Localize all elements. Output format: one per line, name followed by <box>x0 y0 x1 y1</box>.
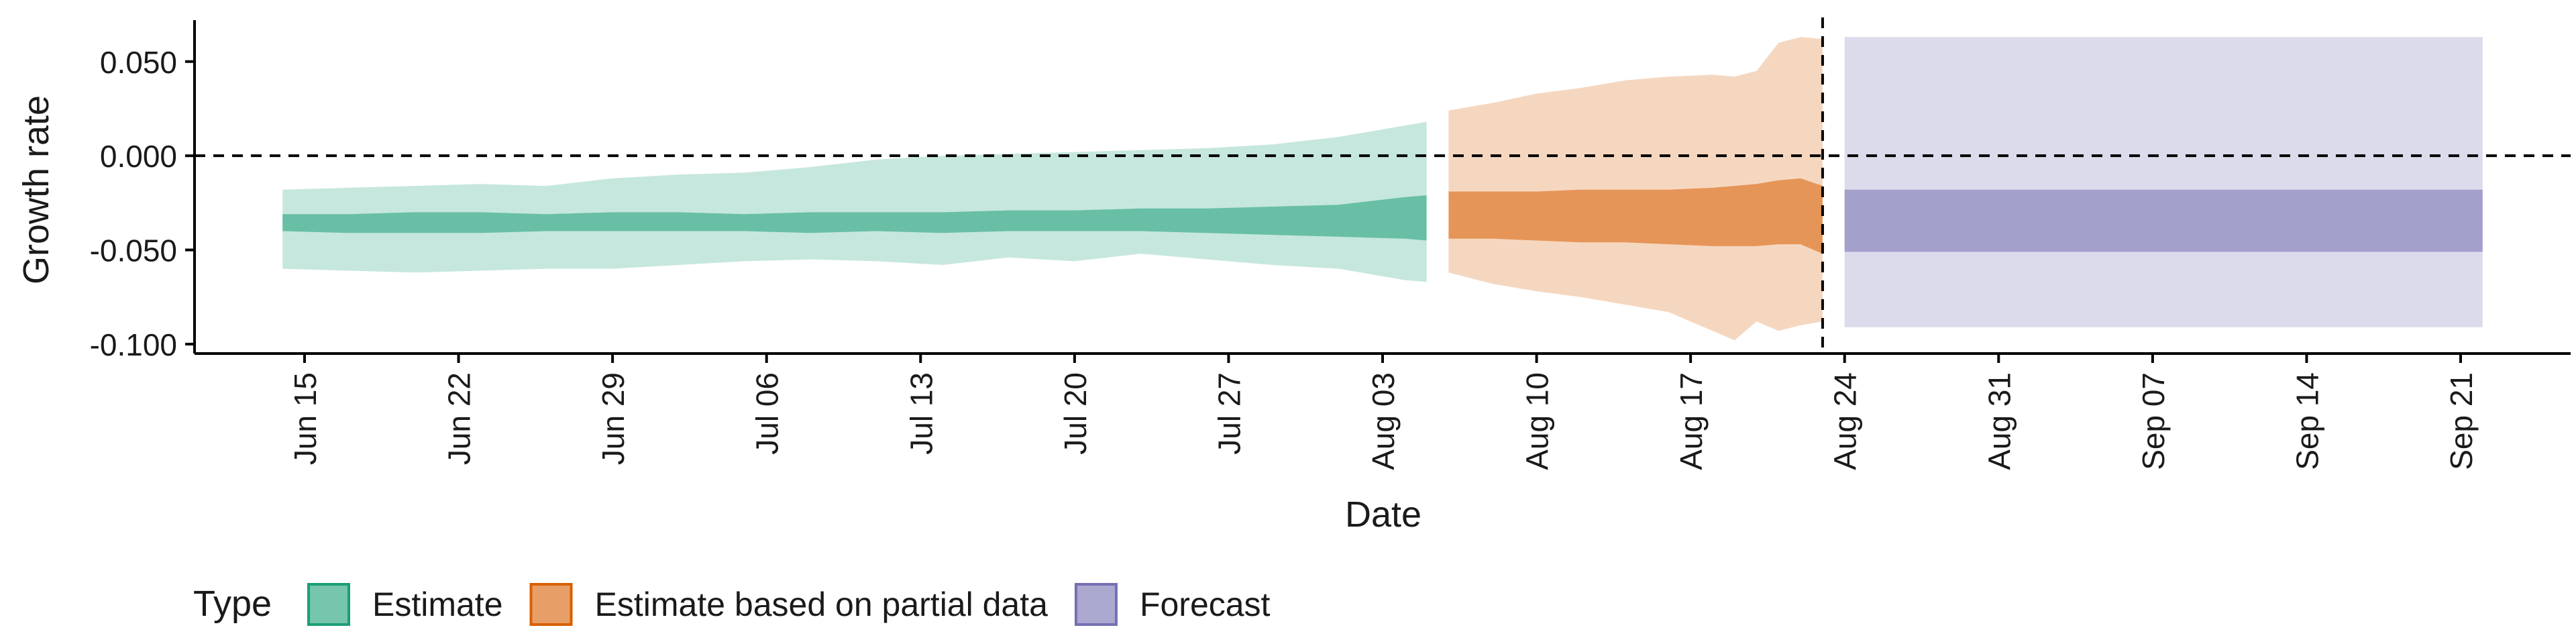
legend: Type Estimate Estimate based on partial d… <box>193 583 1271 626</box>
legend-swatch <box>1074 583 1118 626</box>
legend-item-estimate: Estimate <box>307 583 503 626</box>
estimate-based-on-partial-data-ribbon-90 <box>1448 37 1823 341</box>
legend-swatch <box>307 583 350 626</box>
x-tick-label: Sep 14 <box>2290 372 2324 470</box>
x-tick-label: Jun 29 <box>596 372 631 465</box>
x-tick-label: Jul 27 <box>1212 372 1246 455</box>
x-tick-label: Sep 21 <box>2444 372 2479 470</box>
y-tick-label: -0.050 <box>90 233 177 268</box>
x-tick-label: Aug 03 <box>1366 372 1401 470</box>
y-tick-label: 0.000 <box>100 139 177 174</box>
estimate-ribbon-90 <box>282 121 1427 282</box>
reference-lines <box>195 17 2571 354</box>
x-tick-label: Jul 20 <box>1058 372 1093 455</box>
estimate-based-on-partial-data-ribbon-50 <box>1448 178 1823 254</box>
forecast-ribbon-90 <box>1844 37 2483 327</box>
x-tick-label: Jun 22 <box>442 372 477 465</box>
forecast-ribbon-50 <box>1844 189 2483 252</box>
y-tick-label: -0.100 <box>90 327 177 362</box>
legend-swatch <box>529 583 573 626</box>
estimate-ribbon-50 <box>282 195 1427 241</box>
x-tick-label: Aug 17 <box>1674 372 1709 470</box>
x-tick-label: Aug 31 <box>1982 372 2017 470</box>
legend-label: Estimate based on partial data <box>595 586 1049 623</box>
y-tick-label: 0.050 <box>100 45 177 80</box>
x-axis-title: Date <box>1345 494 1421 535</box>
x-tick-label: Jul 13 <box>904 372 938 455</box>
y-axis-title: Growth rate <box>16 95 56 284</box>
x-tick-label: Jun 15 <box>288 372 323 465</box>
legend-item-estimate-based-on-partial-data: Estimate based on partial data <box>529 583 1049 626</box>
x-tick-label: Aug 10 <box>1520 372 1555 470</box>
ribbon-layer <box>282 37 2483 341</box>
x-tick-label: Sep 07 <box>2136 372 2171 470</box>
legend-item-forecast: Forecast <box>1074 583 1271 626</box>
x-tick-label: Jul 06 <box>750 372 785 455</box>
legend-title: Type <box>193 584 272 624</box>
legend-label: Forecast <box>1140 586 1271 623</box>
tick-layer: -0.100 -0.050 0.000 0.050 Jun 15 Jun 22 Jun 29… <box>90 45 2479 470</box>
legend-label: Estimate <box>372 586 503 623</box>
x-tick-label: Aug 24 <box>1828 372 1863 470</box>
